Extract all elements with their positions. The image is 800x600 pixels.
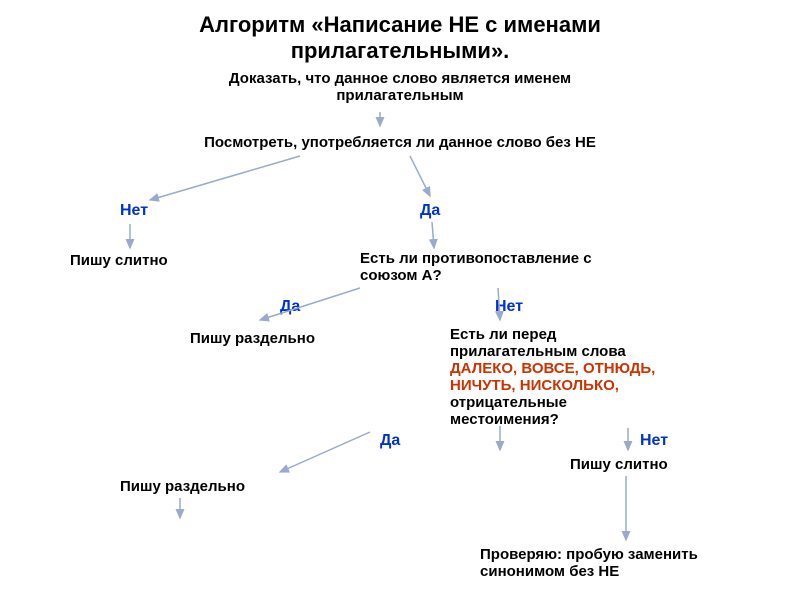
keywords-line2: НИЧУТЬ, НИСКОЛЬКО,	[450, 377, 655, 394]
step2-text: Посмотреть, употребляется ли данное слов…	[204, 134, 596, 151]
leaf-together-1: Пишу слитно	[70, 252, 168, 269]
keywords-line1: ДАЛЕКО, ВОВСЕ, ОТНЮДЬ,	[450, 360, 655, 377]
q-before-tail1: отрицательные	[450, 394, 655, 411]
check-line1: Проверяю: пробую заменить	[480, 546, 698, 563]
step1-line2: прилагательным	[150, 87, 650, 104]
check-line2: синонимом без НЕ	[480, 563, 698, 580]
title-line2: прилагательными».	[0, 38, 800, 64]
q-before-line1: Есть ли перед	[450, 326, 655, 343]
page-title: Алгоритм «Написание НЕ с именами прилага…	[0, 12, 800, 64]
step-prove-adjective: Доказать, что данное слово является имен…	[150, 70, 650, 104]
step-check-without-ne: Посмотреть, употребляется ли данное слов…	[130, 134, 670, 151]
branch-no-3: Нет	[640, 432, 668, 450]
q-before-line2: прилагательным слова	[450, 343, 655, 360]
leaf-separate-2: Пишу раздельно	[120, 478, 245, 495]
q-contrast: Есть ли противопоставление с союзом А?	[360, 250, 592, 284]
title-line1: Алгоритм «Написание НЕ с именами	[0, 12, 800, 38]
branch-no-2: Нет	[495, 298, 523, 316]
branch-no-1: Нет	[120, 202, 148, 220]
q-before-tail2: местоимения?	[450, 411, 655, 428]
leaf-together-2: Пишу слитно	[570, 456, 668, 473]
leaf-separate-1: Пишу раздельно	[190, 330, 315, 347]
branch-yes-1: Да	[420, 202, 440, 220]
branch-yes-3: Да	[380, 432, 400, 450]
q-before-block: Есть ли перед прилагательным слова ДАЛЕК…	[450, 326, 655, 428]
step1-line1: Доказать, что данное слово является имен…	[150, 70, 650, 87]
check-synonym: Проверяю: пробую заменить синонимом без …	[480, 546, 698, 580]
q-contrast-line2: союзом А?	[360, 267, 592, 284]
q-contrast-line1: Есть ли противопоставление с	[360, 250, 592, 267]
branch-yes-2: Да	[280, 298, 300, 316]
